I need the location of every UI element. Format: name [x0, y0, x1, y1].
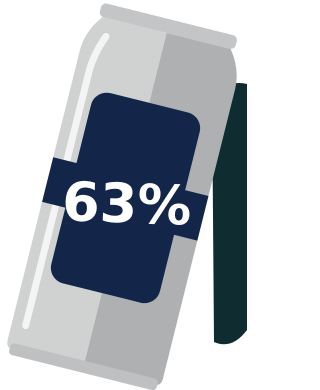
stat-value: 63%: [61, 170, 192, 237]
page: {"stat": {"text": "63%"}} 63% (() => { c…: [0, 0, 247, 390]
can: 63%: [4, 0, 247, 390]
can-illustration: 63%: [0, 0, 247, 390]
